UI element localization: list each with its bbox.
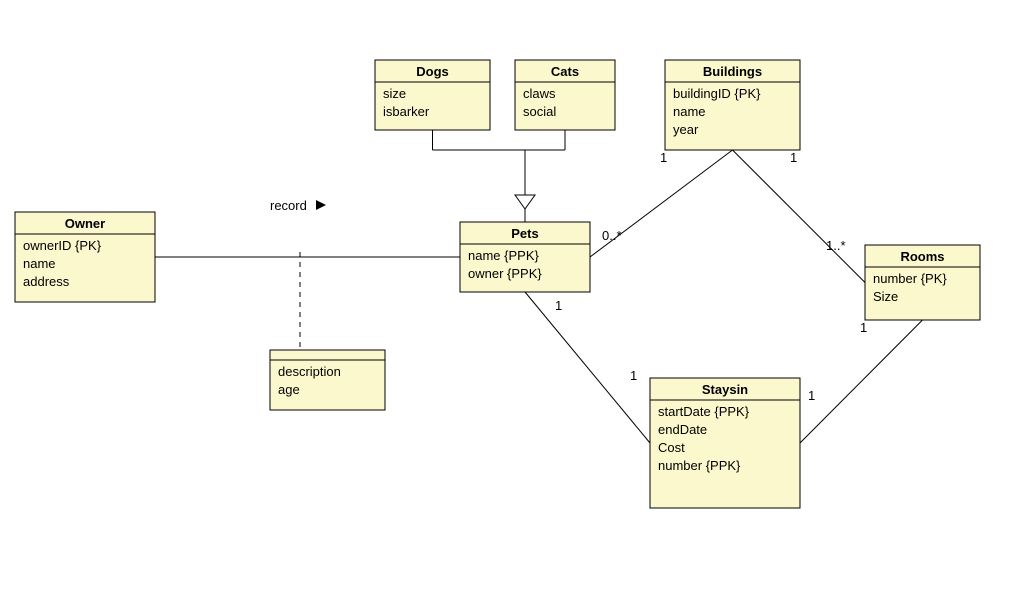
- entity-title: Owner: [65, 216, 105, 231]
- entity-title: Pets: [511, 226, 538, 241]
- assoc-label-record: record: [270, 198, 307, 213]
- multiplicity-bldg_rooms_bldg: 1: [790, 150, 797, 165]
- entity-attr: number {PPK}: [658, 458, 741, 473]
- entity-attr: ownerID {PK}: [23, 238, 102, 253]
- entity-bldg: Buildings buildingID {PK} name year: [665, 60, 800, 150]
- entity-title: Dogs: [416, 64, 449, 79]
- entity-cats: Cats claws social: [515, 60, 615, 130]
- entity-attr: Size: [873, 289, 898, 304]
- entity-attr: claws: [523, 86, 556, 101]
- entity-attr: startDate {PPK}: [658, 404, 750, 419]
- multiplicity-pets_stays_pets: 1: [555, 298, 562, 313]
- entity-attr: buildingID {PK}: [673, 86, 761, 101]
- entity-attr: social: [523, 104, 556, 119]
- entity-attr: age: [278, 382, 300, 397]
- entity-attr: size: [383, 86, 406, 101]
- entity-attr: endDate: [658, 422, 707, 437]
- entity-title: Cats: [551, 64, 579, 79]
- entity-attr: address: [23, 274, 70, 289]
- entity-attr: isbarker: [383, 104, 430, 119]
- edge-bldg_rooms: [733, 150, 866, 283]
- entity-title: Buildings: [703, 64, 762, 79]
- entity-rooms: Rooms number {PK} Size: [865, 245, 980, 320]
- multiplicity-pets_bldg_bldg: 1: [660, 150, 667, 165]
- multiplicity-stays_rooms_s: 1: [808, 388, 815, 403]
- entity-attr: name: [23, 256, 56, 271]
- entity-pets: Pets name {PPK} owner {PPK}: [460, 222, 590, 292]
- multiplicity-bldg_rooms_rooms: 1..*: [826, 238, 846, 253]
- entity-attr: name: [673, 104, 706, 119]
- entity-attr: Cost: [658, 440, 685, 455]
- entity-dogs: Dogs size isbarker: [375, 60, 490, 130]
- assoc-direction-arrow: [316, 200, 326, 210]
- generalization-arrow: [515, 195, 535, 209]
- entity-attr: number {PK}: [873, 271, 947, 286]
- entity-attr: name {PPK}: [468, 248, 539, 263]
- edge-stays_rooms: [800, 320, 923, 443]
- multiplicity-pets_bldg_pets: 0..*: [602, 228, 622, 243]
- entity-attr: year: [673, 122, 699, 137]
- entity-assoc: description age: [270, 350, 385, 410]
- entity-owner: Owner ownerID {PK} name address: [15, 212, 155, 302]
- multiplicity-stays_rooms_r: 1: [860, 320, 867, 335]
- entity-title: Staysin: [702, 382, 748, 397]
- entity-attr: description: [278, 364, 341, 379]
- multiplicity-pets_stays_stays: 1: [630, 368, 637, 383]
- entity-attr: owner {PPK}: [468, 266, 542, 281]
- entity-title: Rooms: [900, 249, 944, 264]
- entity-staysin: Staysin startDate {PPK} endDate Cost number …: [650, 378, 800, 508]
